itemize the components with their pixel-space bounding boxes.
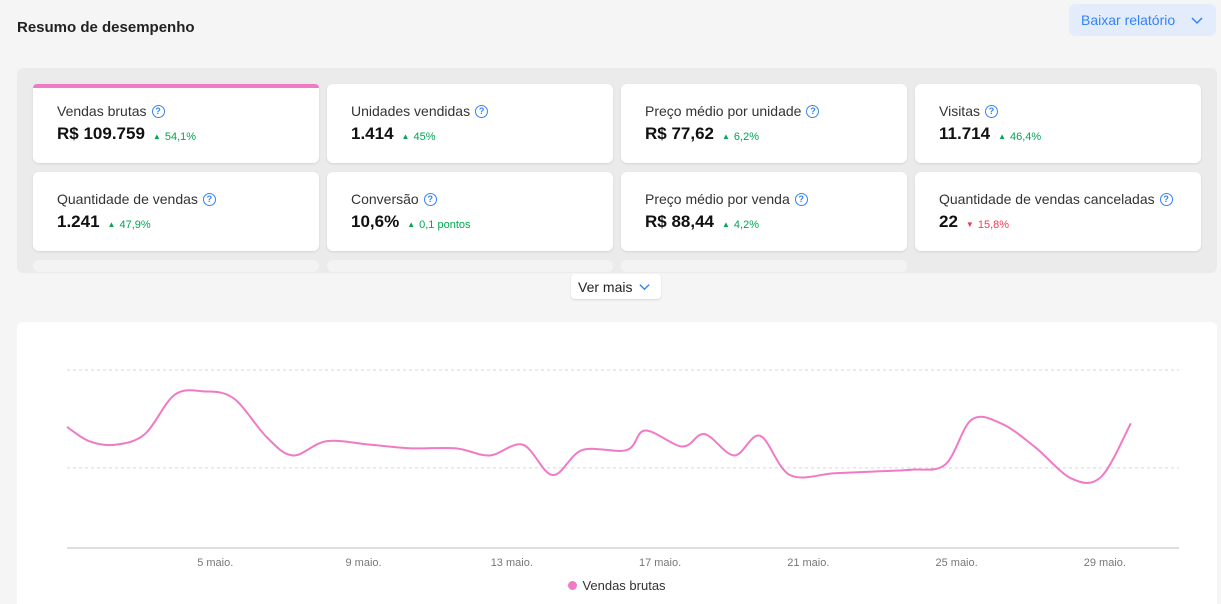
page-title: Resumo de desempenho <box>17 19 195 36</box>
metric-label-row: Preço médio por unidade? <box>645 103 907 119</box>
metric-delta: ▲ 4,2% <box>722 219 759 231</box>
help-icon[interactable]: ? <box>475 104 489 118</box>
metric-label: Vendas brutas <box>57 103 147 119</box>
metric-label-row: Quantidade de vendas? <box>57 191 319 207</box>
metric-label: Preço médio por unidade <box>645 103 802 119</box>
metric-label: Conversão <box>351 191 419 207</box>
x-tick-label: 21 maio. <box>787 557 829 569</box>
see-more-label: Ver mais <box>578 278 633 295</box>
metric-delta-value: 54,1% <box>164 130 197 143</box>
download-report-label: Baixar relatório <box>1081 12 1176 28</box>
metric-delta: ▼ 15,8% <box>966 219 1009 231</box>
series-line-vendas-brutas <box>66 389 1132 485</box>
metric-delta: ▲ 45% <box>402 131 436 143</box>
metric-label: Quantidade de vendas canceladas <box>939 191 1155 207</box>
metric-card-collapsed <box>621 260 907 272</box>
chevron-down-icon <box>1191 17 1203 25</box>
help-icon[interactable]: ? <box>423 192 437 206</box>
help-icon[interactable]: ? <box>984 104 998 118</box>
metric-value: R$ 77,62 <box>645 124 714 143</box>
metric-label: Preço médio por venda <box>645 191 790 207</box>
help-icon[interactable]: ? <box>151 104 165 118</box>
sales-chart: 5 maio. 9 maio. 13 maio. 17 maio. 21 maio. 25… <box>17 322 1217 604</box>
x-tick-label: 29 maio. <box>1084 557 1126 569</box>
metric-card[interactable]: Quantidade de vendas canceladas? 22 ▼ 15,8% <box>915 172 1201 251</box>
metric-value: 10,6% <box>351 212 400 231</box>
legend-marker <box>568 581 578 590</box>
x-tick-label: 17 maio. <box>639 557 681 569</box>
legend-label: Vendas brutas <box>582 578 666 593</box>
metric-value-row: 11.714 ▲ 46,4% <box>939 124 1201 144</box>
x-tick-label: 5 maio. <box>197 557 233 569</box>
metric-value: 11.714 <box>939 124 991 143</box>
metric-label-row: Visitas? <box>939 103 1201 119</box>
metric-value-row: R$ 88,44 ▲ 4,2% <box>645 212 907 232</box>
metric-delta-value: 45% <box>413 130 436 143</box>
chart-legend: Vendas brutas <box>17 578 1217 593</box>
metric-value: R$ 109.759 <box>57 124 145 143</box>
x-tick-label: 9 maio. <box>345 557 381 569</box>
metric-delta: ▲ 47,9% <box>108 219 151 231</box>
metric-delta-value: 4,2% <box>733 218 759 231</box>
help-icon[interactable]: ? <box>1159 192 1173 206</box>
help-icon[interactable]: ? <box>794 192 808 206</box>
metric-value: 22 <box>939 212 958 231</box>
metric-label-row: Preço médio por venda? <box>645 191 907 207</box>
metric-value-row: R$ 77,62 ▲ 6,2% <box>645 124 907 144</box>
download-report-button[interactable]: Baixar relatório <box>1069 4 1216 36</box>
help-icon[interactable]: ? <box>202 192 216 206</box>
help-icon[interactable]: ? <box>806 104 820 118</box>
metric-label: Unidades vendidas <box>351 103 471 119</box>
x-tick-label: 25 maio. <box>935 557 977 569</box>
metric-value-row: 1.414 ▲ 45% <box>351 124 613 144</box>
metric-delta-value: 46,4% <box>1009 130 1042 143</box>
metric-card[interactable]: Vendas brutas? R$ 109.759 ▲ 54,1% <box>33 84 319 163</box>
triangle-up-icon: ▲ <box>722 220 730 229</box>
metric-label: Visitas <box>939 103 980 119</box>
metric-card[interactable]: Preço médio por unidade? R$ 77,62 ▲ 6,2% <box>621 84 907 163</box>
metric-value-row: 1.241 ▲ 47,9% <box>57 212 319 232</box>
triangle-up-icon: ▲ <box>107 220 116 229</box>
triangle-up-icon: ▲ <box>722 132 730 141</box>
triangle-up-icon: ▲ <box>407 220 416 229</box>
metric-value-row: 10,6% ▲ 0,1 pontos <box>351 212 613 232</box>
metric-delta-value: 15,8% <box>977 218 1010 231</box>
metric-card[interactable]: Quantidade de vendas? 1.241 ▲ 47,9% <box>33 172 319 251</box>
metrics-panel: Vendas brutas? R$ 109.759 ▲ 54,1% Unidades v… <box>17 68 1217 273</box>
metric-label-row: Vendas brutas? <box>57 103 319 119</box>
triangle-down-icon: ▼ <box>965 220 974 229</box>
metric-delta: ▲ 46,4% <box>998 131 1041 143</box>
metric-card[interactable]: Unidades vendidas? 1.414 ▲ 45% <box>327 84 613 163</box>
metric-delta-value: 6,2% <box>733 130 759 143</box>
metric-delta: ▲ 0,1 pontos <box>407 219 470 231</box>
metric-value: 1.414 <box>351 124 394 143</box>
x-tick-label: 13 maio. <box>491 557 533 569</box>
metric-label: Quantidade de vendas <box>57 191 198 207</box>
metric-label-row: Unidades vendidas? <box>351 103 613 119</box>
metric-label-row: Quantidade de vendas canceladas? <box>939 191 1201 207</box>
sales-line-chart: 5 maio. 9 maio. 13 maio. 17 maio. 21 maio. 25… <box>66 369 1179 569</box>
metric-card[interactable]: Preço médio por venda? R$ 88,44 ▲ 4,2% <box>621 172 907 251</box>
triangle-up-icon: ▲ <box>401 132 410 141</box>
metric-delta: ▲ 54,1% <box>153 131 196 143</box>
metric-delta-value: 0,1 pontos <box>419 218 471 231</box>
metric-card-collapsed <box>33 260 319 272</box>
metric-card-collapsed <box>327 260 613 272</box>
metric-card[interactable]: Conversão? 10,6% ▲ 0,1 pontos <box>327 172 613 251</box>
chevron-down-icon <box>639 284 650 291</box>
metric-value: 1.241 <box>57 212 100 231</box>
metric-value-row: 22 ▼ 15,8% <box>939 212 1201 232</box>
see-more-button[interactable]: Ver mais <box>571 274 661 299</box>
metric-delta-value: 47,9% <box>119 218 151 231</box>
triangle-up-icon: ▲ <box>998 132 1006 141</box>
metric-card[interactable]: Visitas? 11.714 ▲ 46,4% <box>915 84 1201 163</box>
metric-delta: ▲ 6,2% <box>722 131 759 143</box>
metric-value: R$ 88,44 <box>645 212 714 231</box>
triangle-up-icon: ▲ <box>152 132 161 141</box>
metric-value-row: R$ 109.759 ▲ 54,1% <box>57 124 319 144</box>
metric-label-row: Conversão? <box>351 191 613 207</box>
